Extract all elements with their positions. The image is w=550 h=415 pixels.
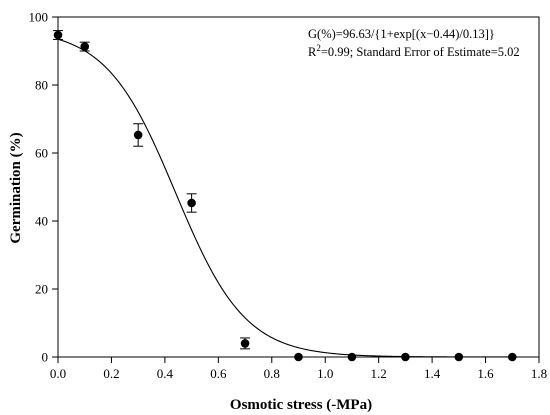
- data-point: [454, 352, 464, 362]
- y-tick-label: 80: [35, 78, 48, 93]
- x-tick-label: 0.8: [264, 366, 280, 381]
- fit-curve-layer: [57, 38, 512, 358]
- x-tick-label: 0.0: [50, 366, 66, 381]
- data-point: [133, 130, 143, 140]
- y-tick-label: 40: [35, 214, 48, 229]
- data-point: [507, 352, 517, 362]
- x-tick-label: 0.2: [103, 366, 119, 381]
- x-tick-label: 1.4: [424, 366, 441, 381]
- y-tick-label: 0: [42, 350, 49, 365]
- data-point: [53, 30, 63, 40]
- r2-rest: =0.99; Standard Error of Estimate=5.02: [321, 45, 520, 59]
- x-tick-label: 1.2: [371, 366, 387, 381]
- data-point: [80, 42, 90, 51]
- y-axis-title: Germination (%): [8, 132, 24, 243]
- plot-border: [57, 16, 540, 358]
- r2-annotation: R2=0.99; Standard Error of Estimate=5.02: [308, 43, 520, 59]
- x-axis: 0.0 0.2 0.4 0.6 0.8 1.0 1.2 1.4 1.6 1.8: [50, 357, 547, 381]
- x-tick-label: 0.6: [210, 366, 227, 381]
- y-tick-label: 100: [29, 10, 49, 25]
- y-tick-label: 20: [35, 282, 48, 297]
- data-points-layer: [53, 30, 517, 362]
- y-axis: 0 20 40 60 80 100: [29, 10, 58, 365]
- r2-superscript: 2: [316, 43, 321, 53]
- x-axis-title: Osmotic stress (-MPa): [230, 397, 372, 413]
- data-point: [347, 352, 357, 362]
- data-point: [187, 198, 196, 208]
- data-point: [240, 339, 250, 348]
- data-point: [294, 352, 303, 362]
- r2-base: R: [308, 45, 317, 59]
- plot-frame: [57, 16, 540, 358]
- data-point: [401, 352, 410, 362]
- x-tick-label: 1.0: [317, 366, 333, 381]
- y-tick-label: 60: [35, 146, 48, 161]
- x-tick-label: 1.8: [531, 366, 547, 381]
- fit-curve: [57, 38, 512, 358]
- x-tick-label: 0.4: [157, 366, 174, 381]
- equation-annotation: G(%)=96.63/{1+exp[(x−0.44)/0.13]}: [308, 27, 495, 41]
- x-tick-label: 1.6: [477, 366, 494, 381]
